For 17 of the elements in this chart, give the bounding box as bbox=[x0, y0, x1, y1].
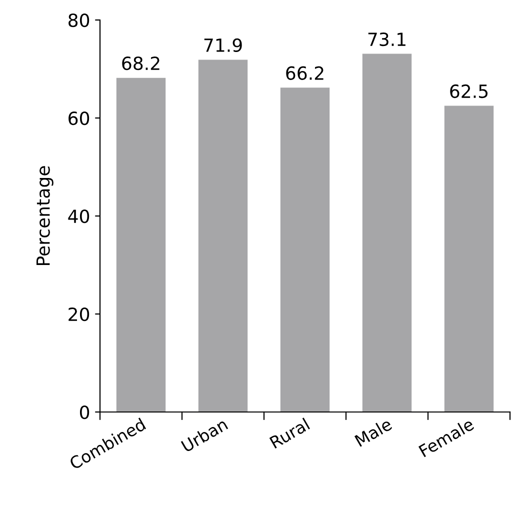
y-tick-label: 40 bbox=[68, 209, 90, 224]
y-tick-label: 60 bbox=[68, 111, 90, 126]
y-tick-label: 80 bbox=[68, 13, 90, 28]
data-label: 68.2 bbox=[122, 56, 160, 70]
data-label: 71.9 bbox=[204, 38, 242, 52]
y-tick-label: 0 bbox=[80, 405, 90, 420]
bar bbox=[280, 88, 330, 412]
data-label: 73.1 bbox=[368, 32, 406, 46]
bar bbox=[444, 106, 494, 412]
bar bbox=[116, 78, 166, 412]
data-label: 66.2 bbox=[286, 66, 324, 80]
x-tick-label: Male bbox=[354, 417, 393, 447]
y-axis-title: Percentage bbox=[36, 166, 54, 266]
data-label: 62.5 bbox=[450, 84, 488, 98]
bar bbox=[198, 60, 248, 412]
y-tick-label: 20 bbox=[68, 307, 90, 322]
bar bbox=[362, 54, 412, 412]
